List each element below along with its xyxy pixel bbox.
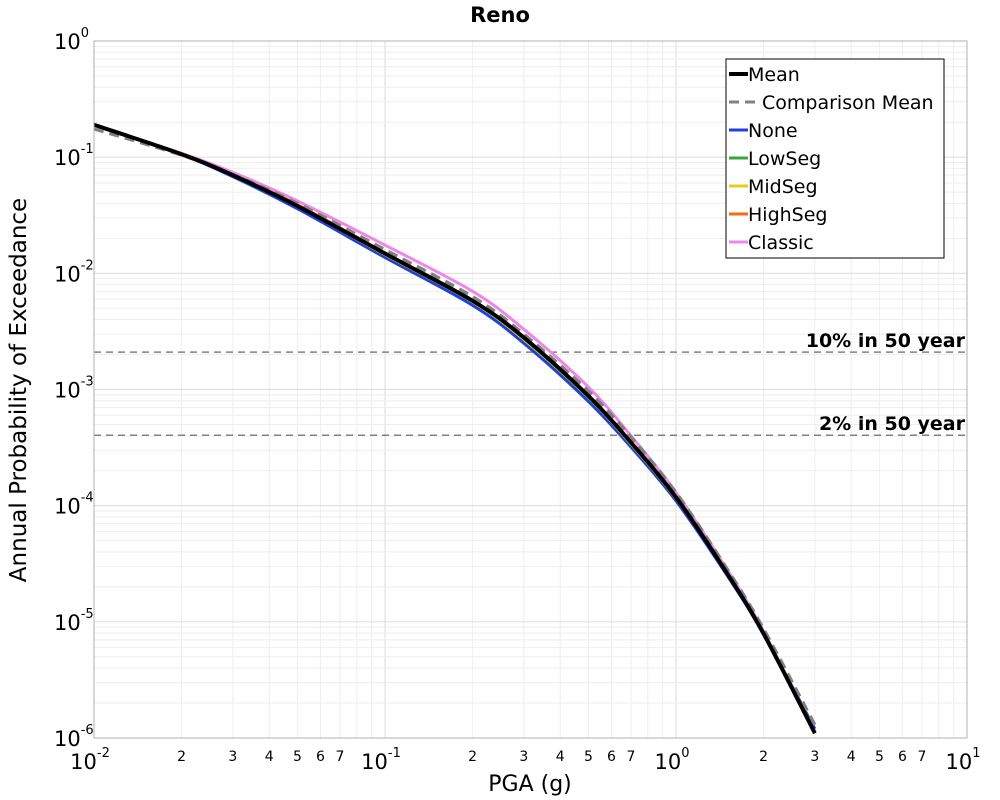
legend-label-midseg: MidSeg — [748, 176, 818, 198]
x-minor-tick-label: 2 — [759, 749, 768, 765]
y-major-tick-label: 10-3 — [54, 375, 94, 403]
y-major-tick-label: 100 — [54, 26, 89, 54]
x-minor-tick-label: 5 — [875, 749, 884, 765]
reference-lines: 10% in 50 year 2% in 50 year — [94, 330, 967, 436]
legend-box — [725, 58, 945, 259]
chart-title: Reno — [470, 3, 530, 27]
x-minor-tick-label: 2 — [177, 749, 186, 765]
legend-label-none: None — [748, 120, 798, 142]
y-axis-label: Annual Probability of Exceedance — [6, 198, 32, 582]
x-minor-tick-label: 4 — [556, 749, 565, 765]
legend-label-classic: Classic — [748, 232, 814, 254]
legend: Mean Comparison Mean None LowSeg MidSeg HighS… — [725, 58, 945, 259]
x-minor-tick-label: 5 — [293, 749, 302, 765]
x-minor-tick-label: 7 — [626, 749, 635, 765]
series-line-mean — [94, 122, 817, 735]
legend-label-comparison-mean: Comparison Mean — [762, 92, 934, 114]
x-minor-tick-label: 5 — [584, 749, 593, 765]
x-minor-tick-label: 4 — [265, 749, 274, 765]
x-minor-tick-label: 6 — [316, 749, 325, 765]
y-axis-ticks: 100 10-1 10-2 10-3 10-4 10-5 10-6 — [54, 26, 94, 751]
y-major-tick-label: 10-5 — [54, 607, 94, 635]
reference-line-label: 10% in 50 year — [806, 330, 966, 352]
plot-area-frame — [93, 40, 968, 739]
y-major-tick-label: 10-1 — [54, 142, 94, 170]
y-major-tick-label: 10-4 — [54, 491, 94, 519]
x-minor-tick-label: 7 — [917, 749, 926, 765]
x-major-tick-label: 10-2 — [70, 746, 110, 774]
x-major-tick-label: 101 — [945, 746, 980, 774]
x-minor-tick-label: 4 — [847, 749, 856, 765]
x-minor-tick-label: 3 — [810, 749, 819, 765]
y-major-tick-label: 10-6 — [54, 723, 94, 751]
x-major-tick-label: 10-1 — [361, 746, 401, 774]
reference-line-label: 2% in 50 year — [819, 413, 966, 435]
grid-lines — [93, 41, 967, 739]
x-minor-tick-label: 6 — [898, 749, 907, 765]
x-minor-tick-label: 3 — [228, 749, 237, 765]
legend-label-lowseg: LowSeg — [748, 148, 821, 170]
legend-label-mean: Mean — [748, 64, 800, 86]
x-axis-label: PGA (g) — [488, 772, 572, 797]
x-minor-tick-label: 3 — [519, 749, 528, 765]
x-minor-tick-label: 2 — [468, 749, 477, 765]
x-minor-tick-label: 7 — [335, 749, 344, 765]
series-lines — [94, 122, 817, 735]
x-major-tick-label: 100 — [654, 746, 689, 774]
legend-label-highseg: HighSeg — [748, 204, 827, 226]
x-minor-tick-label: 6 — [607, 749, 616, 765]
y-major-tick-label: 10-2 — [54, 258, 94, 286]
